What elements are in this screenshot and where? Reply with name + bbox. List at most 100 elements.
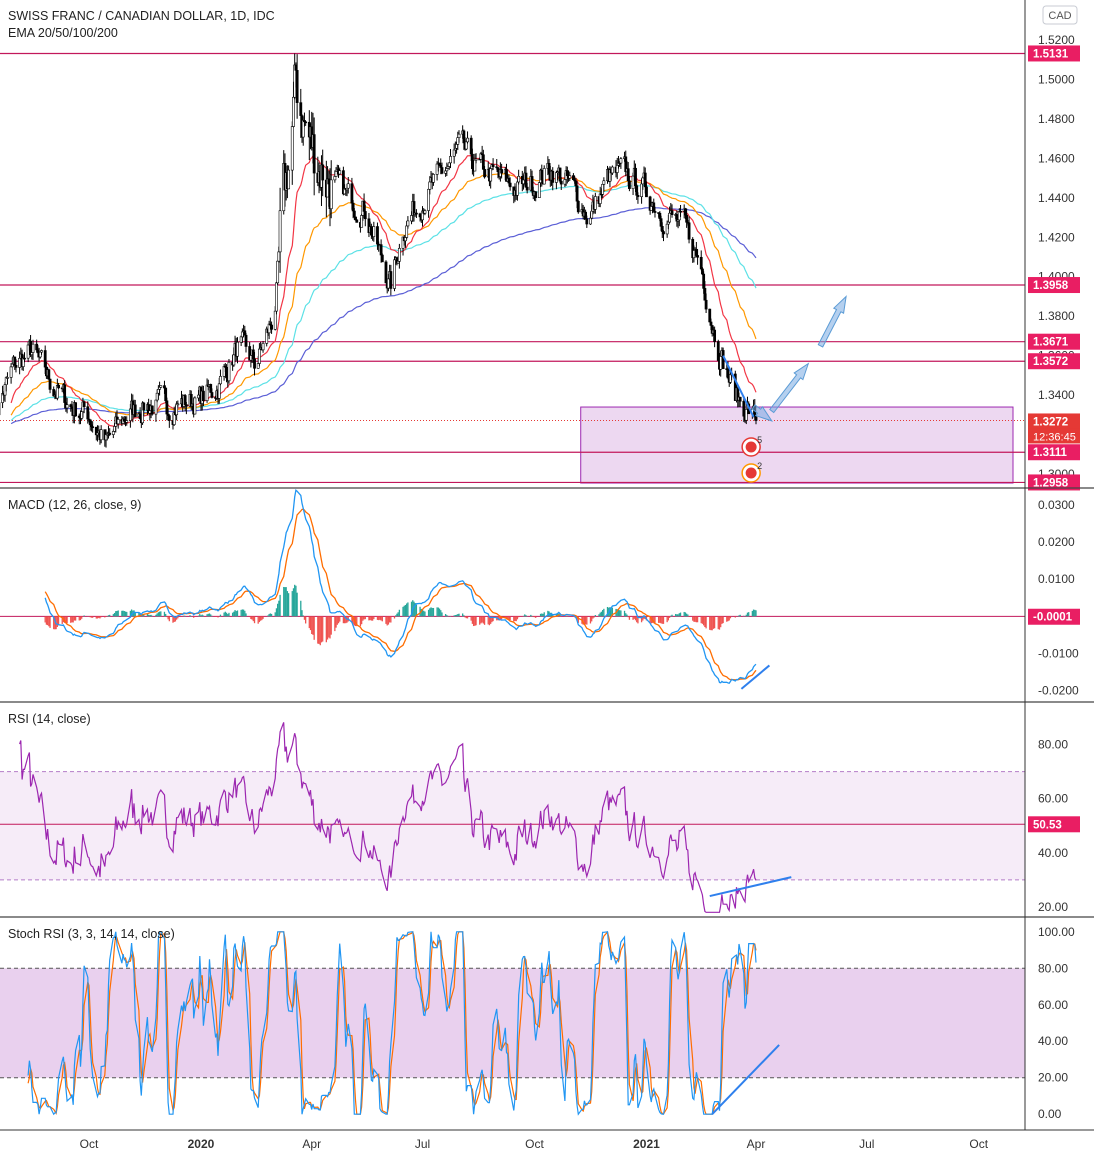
candle-body: [372, 226, 376, 237]
candle-body: [645, 186, 648, 198]
price-tick-label: 1.4600: [1038, 151, 1075, 165]
candle-body: [534, 191, 538, 198]
candle-body: [713, 329, 717, 342]
candle-body: [150, 405, 154, 415]
trend-line-down[interactable]: [722, 355, 755, 418]
rsi-tick-label: 20.00: [1038, 900, 1068, 914]
candle-body: [412, 201, 416, 215]
candle-body: [299, 102, 303, 116]
candle-body: [333, 176, 337, 181]
candle-body: [489, 168, 493, 182]
candle-body: [653, 211, 657, 213]
arrow-up-2[interactable]: [817, 295, 847, 348]
macd-tick-label: 0.0100: [1038, 572, 1075, 586]
price-tick-label: 1.4400: [1038, 191, 1075, 205]
time-axis[interactable]: Oct 2020 Apr Jul Oct 2021 Apr Jul Oct: [80, 1137, 989, 1151]
target-zone-box[interactable]: [580, 406, 1014, 484]
stoch-trend-line[interactable]: [711, 1044, 780, 1115]
rsi-last-tag: 50.53: [1028, 816, 1080, 833]
stoch-k-line: [27, 931, 757, 1116]
candle-body: [193, 397, 197, 415]
candle-body: [125, 420, 129, 423]
time-tick-label: Oct: [969, 1137, 988, 1151]
macd-pane[interactable]: [0, 488, 1025, 690]
ema-legend: EMA 20/50/100/200: [8, 26, 118, 40]
macd-tick-label: 0.0300: [1038, 498, 1075, 512]
candle-body: [276, 260, 280, 284]
candle-body: [559, 180, 563, 185]
stoch-pane[interactable]: [0, 930, 1025, 1116]
candle-body: [57, 385, 60, 389]
candle-body: [634, 167, 637, 187]
candle-body: [312, 134, 316, 174]
tag-label: 1.3958: [1033, 280, 1069, 292]
level-price-tag: 1.3671: [1028, 333, 1080, 350]
candle-body: [551, 170, 555, 183]
candle-body: [602, 180, 606, 185]
price-tick-label: 1.3800: [1038, 309, 1075, 323]
macd-trend-line[interactable]: [740, 664, 771, 690]
candle-body: [709, 321, 713, 326]
chart-title: SWISS FRANC / CANADIAN DOLLAR, 1D, IDC: [8, 9, 275, 23]
currency-label: CAD: [1048, 10, 1071, 22]
time-tick-label: 2021: [633, 1137, 660, 1151]
tag-label: 1.3671: [1033, 337, 1069, 349]
rsi-trend-line[interactable]: [709, 876, 792, 898]
tag-label: 1.3272: [1033, 416, 1068, 428]
price-tick-label: 1.4200: [1038, 230, 1075, 244]
candle-body: [278, 210, 282, 253]
macd-last-tag: -0.0001: [1028, 608, 1080, 625]
currency-button[interactable]: CAD: [1042, 5, 1078, 25]
candle-body: [108, 432, 112, 435]
time-tick-label: Apr: [302, 1137, 321, 1151]
price-axis[interactable]: 1.52001.50001.48001.46001.44001.42001.40…: [1028, 33, 1080, 1121]
candle-body: [14, 365, 18, 368]
time-tick-label: 2020: [188, 1137, 215, 1151]
candle-body: [31, 343, 35, 353]
candle-body: [641, 177, 645, 185]
candle-body: [217, 383, 221, 399]
stoch-d-line: [27, 930, 757, 1115]
candle-body: [244, 334, 248, 347]
candle-body: [457, 133, 461, 138]
macd-tick-label: -0.0100: [1038, 647, 1079, 661]
candle-body: [679, 210, 682, 213]
price-tick-label: 1.5200: [1038, 33, 1075, 47]
candle-body: [329, 179, 333, 210]
event-badge[interactable]: 5: [741, 435, 762, 457]
stoch-tick-label: 20.00: [1038, 1071, 1068, 1085]
price-tick-label: 1.3400: [1038, 388, 1075, 402]
rsi-line: [19, 722, 757, 913]
candle-body: [159, 385, 163, 388]
stoch-tick-label: 40.00: [1038, 1034, 1068, 1048]
candle-body: [406, 220, 410, 227]
candle-body: [415, 212, 418, 215]
candle-body: [304, 121, 308, 124]
time-tick-label: Jul: [415, 1137, 430, 1151]
candle-body: [483, 169, 486, 178]
candle-body: [662, 231, 665, 235]
rsi-pane[interactable]: [0, 722, 1025, 913]
candle-body: [699, 256, 703, 270]
time-tick-label: Oct: [525, 1137, 544, 1151]
price-pane[interactable]: 52: [0, 52, 1025, 484]
candle-body: [500, 169, 504, 174]
candle-body: [704, 299, 708, 310]
candle-body: [742, 400, 746, 417]
event-badge[interactable]: 2: [741, 461, 762, 483]
macd-tick-label: 0.0200: [1038, 535, 1075, 549]
arrow-down[interactable]: [751, 404, 774, 422]
candle-body: [428, 181, 432, 190]
candle-body: [227, 361, 231, 382]
candle-body: [668, 212, 671, 223]
candle-body: [338, 170, 342, 175]
ema-50-line: [10, 173, 757, 416]
stoch-tick-label: 100.00: [1038, 925, 1075, 939]
candle-body: [261, 343, 265, 351]
stoch-tick-label: 80.00: [1038, 961, 1068, 975]
macd-title: MACD (12, 26, close, 9): [8, 498, 141, 512]
candle-body: [40, 350, 43, 353]
candle-body: [48, 378, 52, 390]
arrow-up-1[interactable]: [769, 362, 810, 414]
